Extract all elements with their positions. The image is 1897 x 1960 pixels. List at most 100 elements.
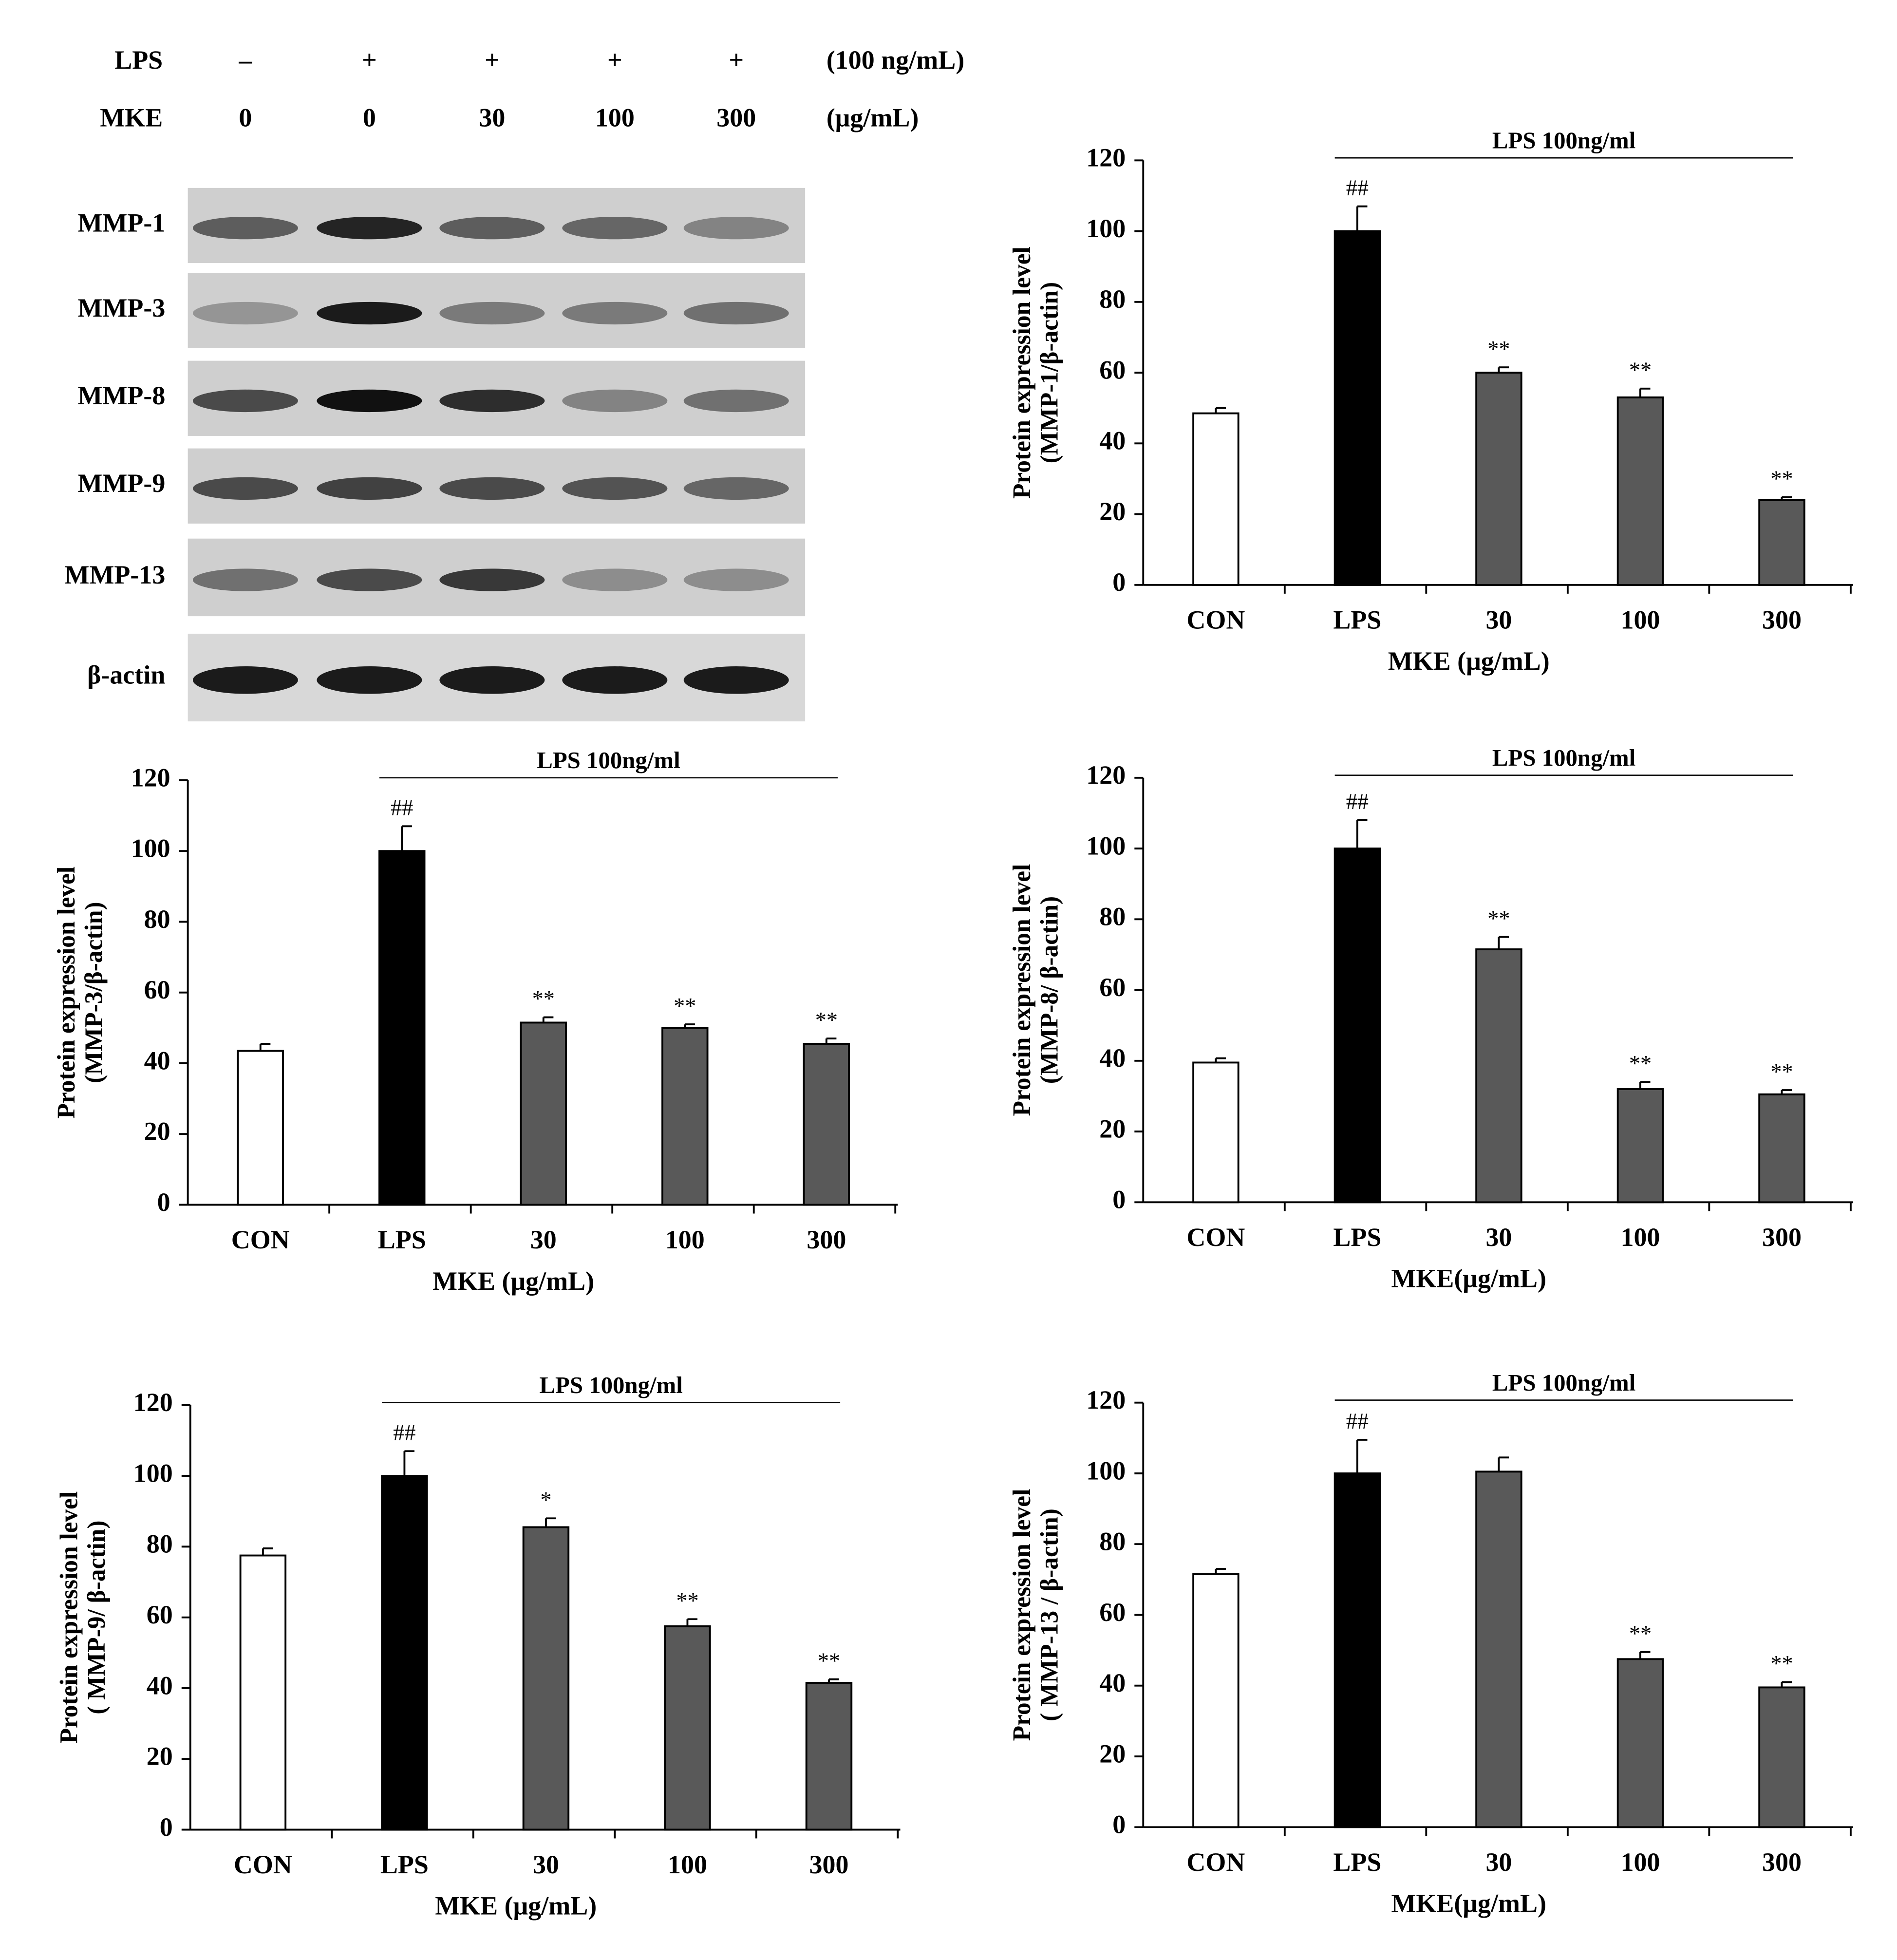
y-tick-label: 0 [1112, 567, 1126, 597]
lane-value: + [607, 45, 622, 75]
y-axis-label: ( MMP-9/ β-actin) [83, 1521, 111, 1715]
x-tick-label: 30 [530, 1225, 557, 1254]
blot-row-label: MMP-3 [78, 293, 166, 322]
blot-band [439, 477, 545, 500]
blot-band [439, 666, 545, 694]
bar [664, 1625, 711, 1831]
lane-value: 30 [479, 103, 505, 132]
error-bar [684, 1023, 695, 1028]
error-bar [1498, 936, 1509, 950]
y-tick-label: 20 [1099, 1739, 1126, 1768]
x-tick-label: LPS [380, 1850, 429, 1879]
y-axis-label: (MMP-3/β-actin) [80, 902, 108, 1083]
annotation: LPS 100ng/ml [1492, 127, 1635, 154]
bar [1475, 1470, 1522, 1828]
blot-band [562, 302, 668, 325]
blot-band [562, 477, 668, 500]
x-tick-label: 100 [1620, 605, 1660, 634]
error-bar [1215, 1568, 1226, 1574]
x-tick-label: CON [1186, 605, 1245, 634]
blot-band [439, 302, 545, 325]
significance-label: ** [1629, 1052, 1652, 1076]
x-tick-label: 100 [668, 1850, 707, 1879]
error-bar [403, 1450, 414, 1476]
bar [1475, 948, 1522, 1204]
blot-band [317, 217, 422, 240]
significance-label: ** [676, 1588, 698, 1613]
y-tick-label: 0 [160, 1812, 173, 1842]
blot-row-label: MMP-9 [78, 469, 166, 498]
annotation: LPS 100ng/ml [539, 1372, 682, 1398]
error-bar [545, 1517, 556, 1527]
y-tick-label: 120 [1086, 1385, 1126, 1414]
bar [1334, 848, 1381, 1204]
blot-band [683, 217, 789, 240]
y-tick-label: 100 [1086, 214, 1126, 243]
x-tick-label: LPS [378, 1225, 426, 1254]
bar [1475, 372, 1522, 586]
error-bar [262, 1547, 273, 1556]
y-tick-label: 20 [1099, 497, 1126, 526]
y-tick-label: 100 [131, 834, 170, 863]
error-bar [1781, 1089, 1792, 1094]
x-axis-label: MKE (μg/mL) [435, 1891, 597, 1921]
x-tick-label: 30 [1485, 605, 1512, 634]
y-tick-label: 40 [144, 1046, 170, 1075]
error-bar [259, 1043, 271, 1051]
x-axis-label: MKE(μg/mL) [1391, 1264, 1546, 1293]
blot-band [317, 302, 422, 325]
annotation: LPS 100ng/ml [1492, 744, 1635, 771]
bar [803, 1043, 850, 1206]
x-tick-label: LPS [1333, 1223, 1381, 1252]
x-tick-label: 100 [1620, 1847, 1660, 1877]
y-tick-label: 0 [1112, 1810, 1126, 1839]
significance-label: ** [1629, 358, 1652, 383]
error-bar [542, 1016, 554, 1023]
x-tick-label: 30 [1485, 1847, 1512, 1877]
significance-label: ## [1346, 176, 1369, 201]
bar [805, 1682, 853, 1831]
blot-row-label: MMP-13 [65, 560, 166, 589]
bar [1616, 1088, 1664, 1204]
error-bar [825, 1037, 837, 1044]
blot-band [439, 389, 545, 413]
annotation: LPS 100ng/ml [1492, 1369, 1635, 1396]
x-tick-label: 300 [1762, 605, 1802, 634]
blot-band [439, 568, 545, 591]
lane-value: 0 [363, 103, 376, 132]
bar [381, 1475, 428, 1831]
y-axis-label: Protein expression level [1008, 1489, 1036, 1741]
x-axis-label: MKE (μg/mL) [1388, 646, 1550, 676]
y-tick-label: 80 [1099, 284, 1126, 314]
x-tick-label: 100 [1620, 1223, 1660, 1252]
x-tick-label: 300 [809, 1850, 848, 1879]
significance-label: ## [393, 1420, 415, 1445]
y-axis-label: ( MMP-13 / β-actin) [1035, 1508, 1063, 1721]
y-axis-label: Protein expression level [1008, 246, 1036, 499]
x-tick-label: LPS [1333, 605, 1381, 634]
y-axis-label: Protein expression level [55, 1491, 83, 1744]
bar [1334, 230, 1381, 586]
y-tick-label: 80 [1099, 902, 1126, 931]
y-tick-label: 120 [131, 763, 170, 792]
y-tick-label: 60 [144, 975, 170, 1004]
error-bar [1639, 387, 1651, 397]
x-axis-label: MKE (μg/mL) [432, 1266, 594, 1296]
x-tick-label: 30 [1485, 1223, 1512, 1252]
x-tick-label: CON [1186, 1847, 1245, 1877]
x-tick-label: 300 [807, 1225, 846, 1254]
x-tick-label: 300 [1762, 1847, 1802, 1877]
y-tick-label: 0 [1112, 1185, 1126, 1214]
y-tick-label: 20 [147, 1742, 173, 1771]
error-bar [401, 825, 412, 851]
blot-row-label: MMP-1 [78, 208, 166, 237]
y-tick-label: 20 [144, 1117, 170, 1146]
significance-label: ## [1346, 790, 1369, 814]
error-bar [1639, 1081, 1651, 1089]
lane-value: – [238, 45, 252, 75]
blot-band [192, 389, 298, 413]
blot-band [192, 477, 298, 500]
annotation: LPS 100ng/ml [537, 747, 680, 773]
bar [378, 850, 426, 1206]
